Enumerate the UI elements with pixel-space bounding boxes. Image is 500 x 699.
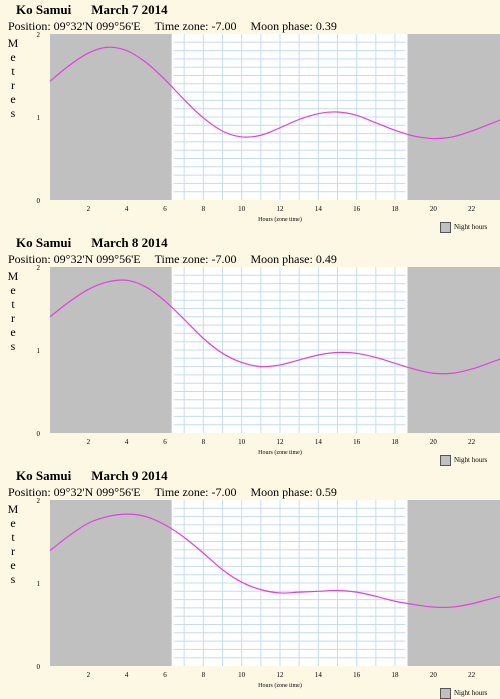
night-region-after-sunset — [407, 34, 500, 200]
timezone-text: Time zone: -7.00 — [155, 252, 237, 266]
y-tick-label: 0 — [37, 663, 41, 671]
position-text: Position: 09°32'N 099°56'E — [8, 485, 141, 499]
x-tick-label: 16 — [353, 671, 361, 679]
moon-phase-text: Moon phase: 0.39 — [251, 19, 337, 33]
x-tick-label: 2 — [87, 205, 91, 213]
plot-area: 01224681012141618202224Hours (zone time) — [37, 264, 500, 456]
y-tick-label: 0 — [37, 197, 41, 205]
plot-area: 01224681012141618202224Hours (zone time) — [37, 497, 500, 689]
tide-plot: 01224681012141618202224Hours (zone time) — [20, 267, 492, 457]
location-name: Ko Samui — [16, 468, 71, 483]
x-axis-label: Hours (zone time) — [258, 216, 302, 223]
x-tick-label: 20 — [430, 671, 438, 679]
y-tick-label: 1 — [37, 114, 41, 122]
night-region-before-sunrise — [50, 500, 173, 666]
x-tick-label: 22 — [468, 438, 476, 446]
legend-label: Night hours — [454, 223, 487, 231]
plot-area: 01224681012141618202224Hours (zone time) — [37, 31, 500, 223]
location-name: Ko Samui — [16, 2, 71, 17]
x-tick-label: 10 — [238, 438, 246, 446]
x-axis-label: Hours (zone time) — [258, 682, 302, 689]
x-tick-label: 4 — [125, 205, 129, 213]
y-tick-label: 2 — [37, 31, 41, 39]
x-tick-label: 4 — [125, 671, 129, 679]
chart-title: Ko Samui March 8 2014 — [16, 235, 168, 251]
x-tick-label: 14 — [315, 205, 323, 213]
chart-title: Ko Samui March 9 2014 — [16, 468, 168, 484]
x-tick-label: 20 — [430, 205, 438, 213]
moon-phase-text: Moon phase: 0.59 — [251, 485, 337, 499]
x-tick-label: 6 — [163, 205, 167, 213]
night-region-after-sunset — [407, 500, 500, 666]
x-tick-label: 18 — [392, 205, 400, 213]
x-tick-label: 8 — [202, 205, 206, 213]
legend-label: Night hours — [454, 689, 487, 697]
chart-info: Position: 09°32'N 099°56'E Time zone: -7.… — [8, 485, 351, 500]
tide-chart-panel: Ko Samui March 9 2014 Position: 09°32'N 09… — [0, 466, 500, 699]
x-tick-label: 14 — [315, 438, 323, 446]
chart-date: March 8 2014 — [91, 235, 167, 250]
x-tick-label: 8 — [202, 438, 206, 446]
night-region-before-sunrise — [50, 34, 173, 200]
location-name: Ko Samui — [16, 235, 71, 250]
y-tick-label: 1 — [37, 347, 41, 355]
chart-date: March 9 2014 — [91, 468, 167, 483]
chart-info: Position: 09°32'N 099°56'E Time zone: -7.… — [8, 252, 351, 267]
x-tick-label: 22 — [468, 205, 476, 213]
x-tick-label: 12 — [277, 671, 285, 679]
x-tick-label: 8 — [202, 671, 206, 679]
x-tick-label: 2 — [87, 438, 91, 446]
x-tick-label: 22 — [468, 671, 476, 679]
x-tick-label: 18 — [392, 671, 400, 679]
position-text: Position: 09°32'N 099°56'E — [8, 19, 141, 33]
x-tick-label: 6 — [163, 671, 167, 679]
tide-plot: 01224681012141618202224Hours (zone time) — [20, 500, 492, 690]
tide-plot: 01224681012141618202224Hours (zone time) — [20, 34, 492, 224]
x-tick-label: 14 — [315, 671, 323, 679]
x-tick-label: 10 — [238, 671, 246, 679]
x-tick-label: 12 — [277, 438, 285, 446]
chart-info: Position: 09°32'N 099°56'E Time zone: -7.… — [8, 19, 351, 34]
moon-phase-text: Moon phase: 0.49 — [251, 252, 337, 266]
y-tick-label: 2 — [37, 497, 41, 505]
chart-date: March 7 2014 — [91, 2, 167, 17]
timezone-text: Time zone: -7.00 — [155, 19, 237, 33]
y-tick-label: 0 — [37, 430, 41, 438]
tide-chart-panel: Ko Samui March 7 2014 Position: 09°32'N 09… — [0, 0, 500, 233]
y-tick-label: 2 — [37, 264, 41, 272]
night-region-after-sunset — [407, 267, 500, 433]
x-axis-label: Hours (zone time) — [258, 449, 302, 456]
x-tick-label: 12 — [277, 205, 285, 213]
chart-title: Ko Samui March 7 2014 — [16, 2, 168, 18]
x-tick-label: 2 — [87, 671, 91, 679]
legend-label: Night hours — [454, 456, 487, 464]
x-tick-label: 4 — [125, 438, 129, 446]
x-tick-label: 10 — [238, 205, 246, 213]
position-text: Position: 09°32'N 099°56'E — [8, 252, 141, 266]
timezone-text: Time zone: -7.00 — [155, 485, 237, 499]
x-tick-label: 18 — [392, 438, 400, 446]
x-tick-label: 16 — [353, 438, 361, 446]
y-tick-label: 1 — [37, 580, 41, 588]
x-tick-label: 20 — [430, 438, 438, 446]
tide-chart-panel: Ko Samui March 8 2014 Position: 09°32'N 09… — [0, 233, 500, 466]
x-tick-label: 6 — [163, 438, 167, 446]
x-tick-label: 16 — [353, 205, 361, 213]
